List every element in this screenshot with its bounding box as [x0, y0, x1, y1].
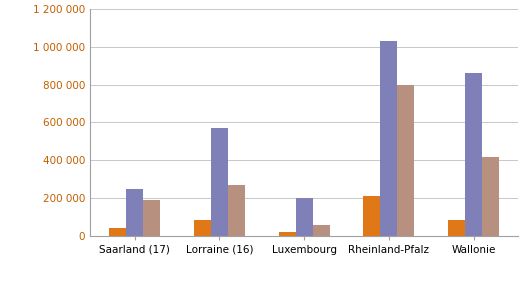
Bar: [397, 85, 414, 236]
Bar: [194, 220, 211, 236]
Bar: [448, 220, 465, 236]
Bar: [482, 157, 499, 236]
Bar: [126, 189, 143, 236]
Bar: [313, 225, 330, 236]
Bar: [363, 196, 380, 236]
Bar: [296, 198, 313, 236]
Bar: [279, 232, 296, 236]
Bar: [143, 200, 160, 236]
Bar: [228, 185, 245, 236]
Bar: [465, 73, 482, 236]
Bar: [211, 127, 228, 236]
Bar: [110, 228, 126, 236]
Bar: [380, 41, 397, 236]
